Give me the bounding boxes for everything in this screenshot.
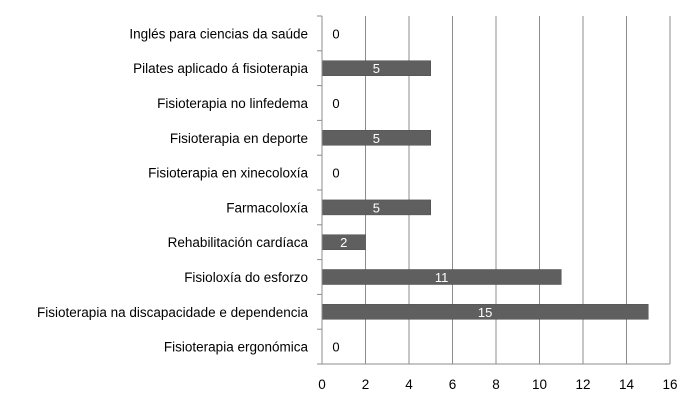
data-labels: 0 5 0 5 0 5 2 11 15 0 — [332, 26, 492, 354]
category-label: Fisioterapia na discapacidade e dependen… — [37, 305, 308, 320]
category-label: Farmacoloxía — [226, 200, 308, 215]
x-tick-label: 12 — [575, 377, 590, 392]
x-tick-label: 14 — [619, 377, 635, 392]
tick-labels: 0 2 4 6 8 10 12 14 16 — [318, 377, 677, 392]
data-label: 0 — [332, 96, 339, 111]
data-label: 5 — [373, 131, 380, 146]
data-label: 0 — [332, 26, 339, 41]
x-tick-label: 10 — [532, 377, 547, 392]
category-label: Fisioloxía do esforzo — [184, 270, 308, 285]
x-tick-label: 2 — [362, 377, 370, 392]
category-label: Rehabilitación cardíaca — [168, 235, 309, 250]
axes — [317, 15, 670, 365]
x-tick-label: 6 — [449, 377, 457, 392]
category-label: Fisioterapia en xinecoloxía — [148, 166, 308, 181]
data-label: 11 — [435, 270, 449, 285]
data-label: 15 — [478, 305, 492, 320]
x-tick-label: 0 — [318, 377, 326, 392]
data-label: 5 — [373, 200, 380, 215]
x-tick-label: 4 — [405, 377, 413, 392]
category-label: Inglés para ciencias da saúde — [129, 26, 308, 41]
data-label: 0 — [332, 166, 339, 181]
data-label: 0 — [332, 340, 339, 355]
x-tick-label: 8 — [492, 377, 500, 392]
bars — [321, 60, 649, 320]
data-label: 2 — [340, 235, 347, 250]
category-label: Fisioterapia en deporte — [170, 131, 308, 146]
data-label: 5 — [373, 61, 380, 76]
x-tick-label: 16 — [662, 377, 677, 392]
category-label: Fisioterapia no linfedema — [157, 96, 308, 111]
category-label: Fisioterapia ergonómica — [164, 340, 309, 355]
category-labels: Inglés para ciencias da saúde Pilates apl… — [37, 26, 308, 354]
category-label: Pilates aplicado á fisioterapia — [133, 61, 308, 76]
